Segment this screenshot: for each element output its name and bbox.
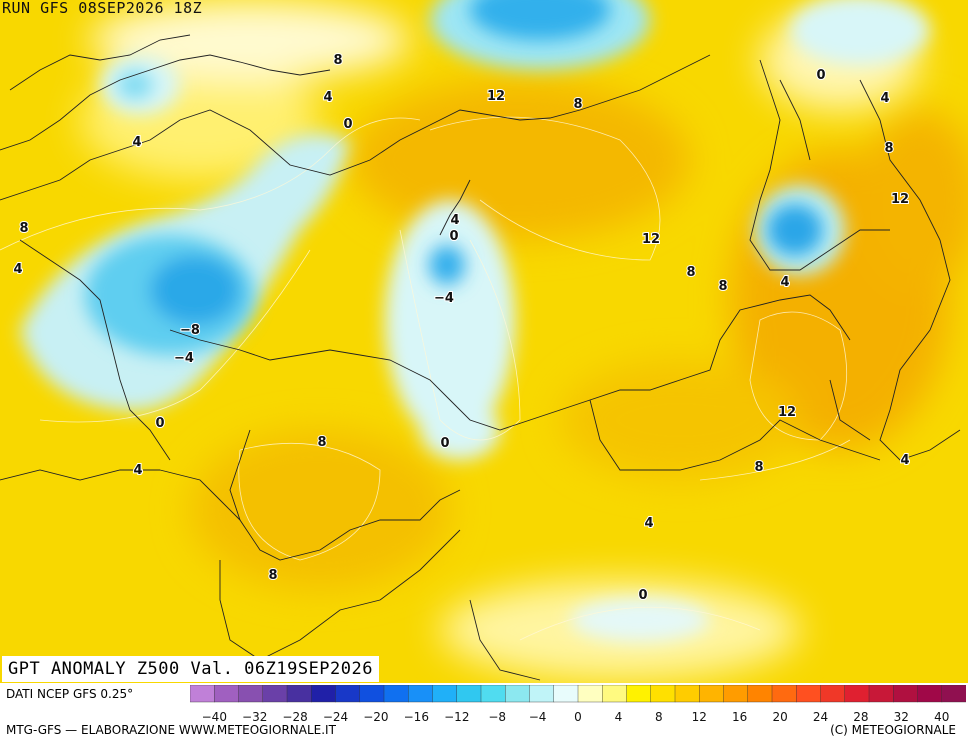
- legend-tick-label: 28: [853, 710, 868, 724]
- contour-label: −4: [174, 351, 194, 366]
- contour-label: 8: [718, 279, 727, 294]
- legend-swatch: [602, 685, 627, 703]
- contour-label: 0: [440, 436, 449, 451]
- contour-label: 8: [268, 568, 277, 583]
- contour-label: 0: [638, 588, 647, 603]
- contour-label: 4: [644, 516, 653, 531]
- legend-tick-label: 0: [574, 710, 582, 724]
- legend-swatch: [699, 685, 724, 703]
- contour-label: 4: [13, 262, 22, 277]
- contour-label: 12: [778, 405, 796, 420]
- data-source: DATI NCEP GFS 0.25°: [6, 687, 134, 701]
- legend-swatch: [311, 685, 336, 703]
- legend-tick-label: 8: [655, 710, 663, 724]
- legend-swatch: [771, 685, 797, 703]
- run-label: RUN GFS 08SEP2026 18Z: [2, 0, 203, 17]
- contour-label: 0: [155, 416, 164, 431]
- contour-label: 0: [816, 68, 825, 83]
- legend-swatch: [286, 685, 312, 703]
- legend-tick-label: −24: [323, 710, 348, 724]
- legend-swatch: [626, 685, 652, 703]
- contour-label: 8: [884, 141, 893, 156]
- legend-swatch: [480, 685, 506, 703]
- contour-label: 8: [686, 265, 695, 280]
- legend-tick-label: −4: [529, 710, 547, 724]
- legend-tick-label: −12: [444, 710, 469, 724]
- legend-tick-label: −28: [282, 710, 307, 724]
- legend-swatch: [505, 685, 530, 703]
- legend-swatch: [941, 685, 966, 703]
- contour-label: 0: [343, 117, 352, 132]
- contour-label: 4: [132, 135, 141, 150]
- contour-label: −4: [434, 291, 454, 306]
- contour-label: 8: [317, 435, 326, 450]
- map-title: GPT ANOMALY Z500 Val. 06Z19SEP2026: [2, 656, 379, 682]
- legend-swatch: [432, 685, 458, 703]
- contour-label: 8: [754, 460, 763, 475]
- contour-label: 8: [19, 221, 28, 236]
- contour-labels: 8 4 0 4 8 4 12 8 0 4 8 12 4 0 −4 12 8 8 …: [12, 52, 910, 604]
- legend-swatch: [820, 685, 846, 703]
- legend-swatch: [723, 685, 749, 703]
- contour-label: 4: [450, 213, 459, 228]
- anomaly-map: 8 4 0 4 8 4 12 8 0 4 8 12 4 0 −4 12 8 8 …: [0, 0, 968, 683]
- credit-left: MTG-GFS — ELABORAZIONE WWW.METEOGIORNALE…: [6, 723, 336, 737]
- legend-tick-label: −20: [363, 710, 388, 724]
- legend-swatch: [650, 685, 676, 703]
- legend-swatch: [238, 685, 264, 703]
- legend-swatch: [893, 685, 918, 703]
- contour-label: −8: [180, 323, 200, 338]
- contour-label: 4: [880, 91, 889, 106]
- contour-label: 4: [323, 90, 332, 105]
- contour-label: 0: [449, 229, 458, 244]
- legend-swatch: [747, 685, 773, 703]
- contour-label: 4: [780, 275, 789, 290]
- credit-right: (C) METEOGIORNALE: [830, 723, 956, 737]
- cold-anomaly-areas: [20, 0, 930, 642]
- legend-swatch: [359, 685, 385, 703]
- legend-tick-label: 4: [615, 710, 623, 724]
- legend-swatch: [844, 685, 870, 703]
- legend-tick-label: 20: [772, 710, 787, 724]
- legend-tick-label: 40: [934, 710, 949, 724]
- legend-swatch: [456, 685, 482, 703]
- legend-swatch: [262, 685, 288, 703]
- legend-swatch: [577, 685, 603, 703]
- legend-swatch: [674, 685, 700, 703]
- legend-tick-label: −40: [202, 710, 227, 724]
- legend-swatch: [917, 685, 943, 703]
- legend-tick-label: −32: [242, 710, 267, 724]
- legend-swatch: [408, 685, 433, 703]
- legend-swatch: [553, 685, 579, 703]
- legend-tick-label: −8: [488, 710, 506, 724]
- contour-lines: [0, 116, 851, 641]
- legend-tick-label: 24: [813, 710, 828, 724]
- legend-swatch: [383, 685, 409, 703]
- legend-swatch: [190, 685, 215, 703]
- legend-swatch: [214, 685, 239, 703]
- color-scale-legend: −40 −32 −28 −24 −20 −16 −12 −8 −4 0 4 8 12 16 20 24 28 32…: [190, 685, 966, 724]
- legend-swatch: [796, 685, 821, 703]
- contour-label: 12: [642, 232, 660, 247]
- legend-tick-label: 12: [692, 710, 707, 724]
- footer-panel: DATI NCEP GFS 0.25° −40 −32 −28 −24 −20 −16 −1…: [0, 683, 968, 745]
- contour-label: 12: [891, 192, 909, 207]
- legend-tick-label: −16: [404, 710, 429, 724]
- legend-swatch: [529, 685, 555, 703]
- legend-swatch: [868, 685, 894, 703]
- legend-tick-label: 32: [894, 710, 909, 724]
- legend-tick-label: 16: [732, 710, 747, 724]
- contour-label: 4: [133, 463, 142, 478]
- contour-label: 4: [900, 453, 909, 468]
- borders-and-coastlines: [0, 34, 961, 681]
- contour-label: 12: [487, 89, 505, 104]
- contour-label: 8: [333, 53, 342, 68]
- legend-swatch: [335, 685, 361, 703]
- contour-label: 8: [573, 97, 582, 112]
